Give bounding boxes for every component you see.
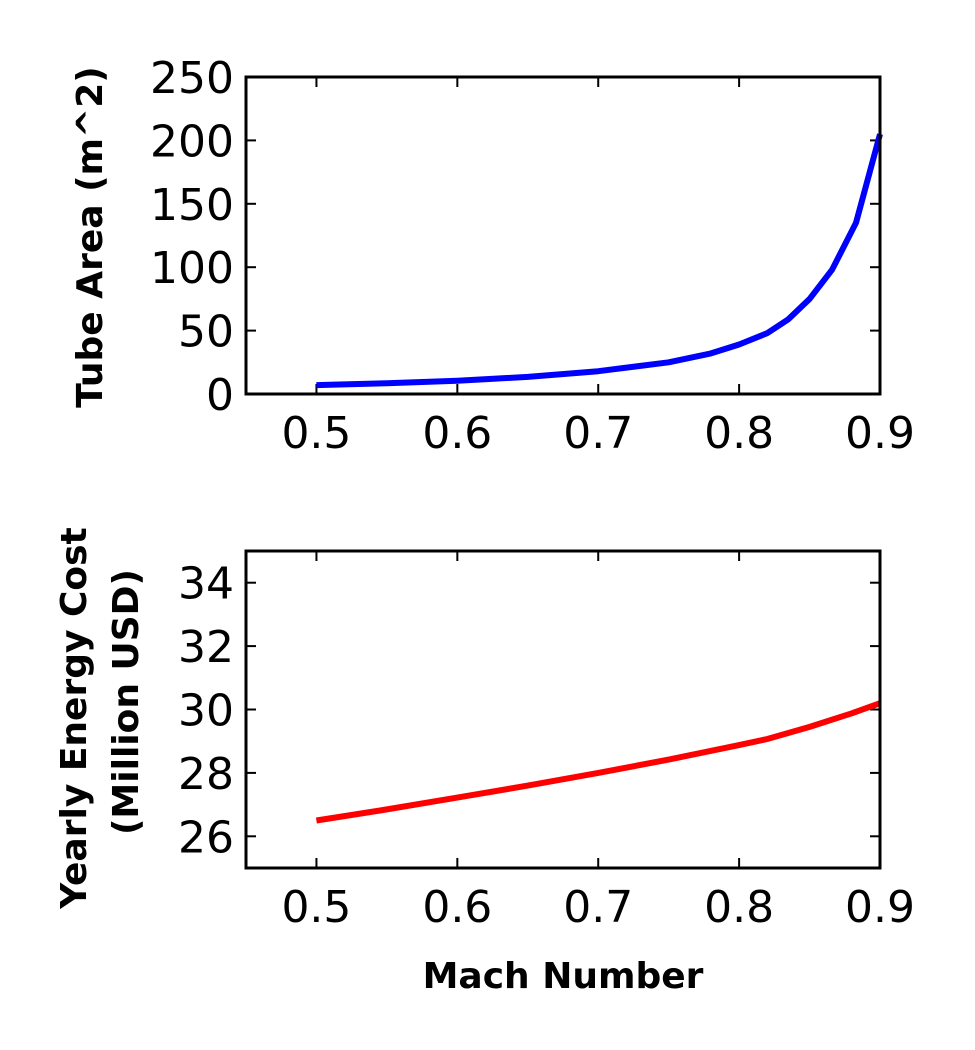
energy-cost-y-tick-label: 34: [178, 559, 234, 610]
energy-cost-tick-labels: 0.5 0.6 0.7 0.8 0.9 26 28 30 32 34: [178, 559, 915, 933]
energy-cost-x-axis-title: Mach Number: [423, 956, 704, 997]
energy-cost-x-tick-label: 0.5: [281, 882, 351, 933]
energy-cost-chart: 0.5 0.6 0.7 0.8 0.9 26 28 30 32 34 Yearly Energy …: [54, 527, 915, 997]
tube-area-y-tick-label: 250: [150, 53, 234, 104]
energy-cost-x-tick-label: 0.9: [845, 882, 915, 933]
energy-cost-ticks: [246, 551, 881, 868]
energy-cost-series-line: [315, 700, 882, 824]
tube-area-x-tick-label: 0.5: [281, 408, 351, 459]
energy-cost-y-axis-title-line-1: Yearly Energy Cost: [54, 527, 95, 910]
tube-area-series-line: [316, 133, 883, 389]
energy-cost-x-tick-label: 0.8: [704, 882, 774, 933]
energy-cost-y-tick-label: 26: [178, 812, 234, 863]
tube-area-series: [316, 133, 883, 389]
energy-cost-series: [315, 700, 882, 824]
energy-cost-y-tick-label: 30: [178, 686, 234, 737]
tube-area-y-tick-label: 0: [206, 370, 234, 421]
tube-area-x-tick-label: 0.7: [563, 408, 633, 459]
tube-area-x-tick-label: 0.6: [422, 408, 492, 459]
tube-area-ticks: [246, 76, 881, 395]
tube-area-tick-labels: 0.5 0.6 0.7 0.8 0.9 0 50 100 150 200 250: [150, 53, 915, 459]
tube-area-y-tick-label: 100: [150, 243, 234, 294]
tube-area-y-tick-label: 150: [150, 180, 234, 231]
energy-cost-y-tick-label: 28: [178, 749, 234, 800]
energy-cost-y-tick-label: 32: [178, 622, 234, 673]
energy-cost-y-axis-title-line-2: (Million USD): [106, 569, 147, 835]
tube-area-x-tick-label: 0.8: [704, 408, 774, 459]
tube-area-plot-frame: [244, 75, 882, 396]
tube-area-x-tick-label: 0.9: [845, 408, 915, 459]
tube-area-y-axis-title: Tube Area (m^2): [70, 66, 111, 407]
tube-area-y-tick-label: 200: [150, 116, 234, 167]
energy-cost-x-tick-label: 0.6: [422, 882, 492, 933]
energy-cost-x-tick-label: 0.7: [563, 882, 633, 933]
tube-area-chart: 0.5 0.6 0.7 0.8 0.9 0 50 100 150 200 250 Tube Area…: [70, 53, 915, 459]
tube-area-y-tick-label: 50: [178, 307, 234, 358]
energy-cost-plot-frame: [244, 549, 882, 870]
